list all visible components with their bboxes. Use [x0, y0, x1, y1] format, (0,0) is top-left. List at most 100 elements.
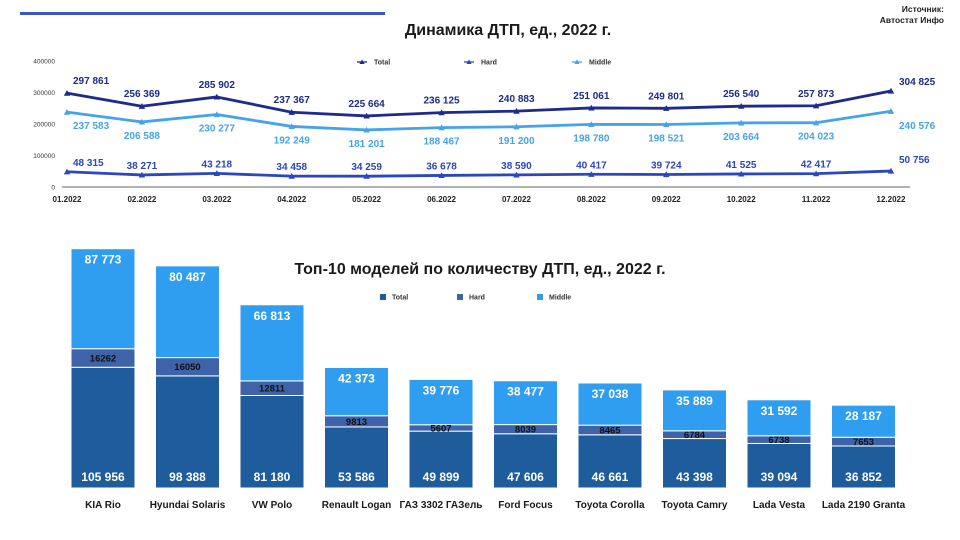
bar-label-hard: 7653: [853, 437, 874, 448]
x-tick-label: 11.2022: [802, 195, 831, 204]
data-label-total: 249 801: [648, 91, 685, 102]
data-point-hard: [438, 172, 445, 179]
data-label-middle: 192 249: [274, 135, 311, 146]
bar-label-middle: 80 487: [169, 270, 206, 284]
legend-label-total: Total: [374, 60, 390, 67]
data-point-middle: [438, 124, 445, 131]
bar-label-middle: 35 889: [676, 394, 713, 408]
bar-label-total: 43 398: [676, 470, 713, 484]
data-label-middle: 198 780: [573, 133, 610, 144]
x-tick-label: 09.2022: [652, 195, 681, 204]
data-label-total: 285 902: [199, 80, 236, 91]
bar-label-middle: 38 477: [507, 385, 544, 399]
data-label-middle: 198 521: [648, 133, 685, 144]
data-point-hard: [288, 172, 295, 179]
data-point-total: [363, 112, 370, 119]
category-label: Lada 2190 Granta: [822, 500, 906, 511]
bar-label-hard: 8465: [599, 426, 621, 437]
bar-label-hard: 6784: [684, 430, 706, 441]
data-point-middle: [737, 119, 745, 126]
data-label-middle: 188 467: [423, 137, 460, 148]
x-tick-label: 04.2022: [277, 195, 306, 204]
data-label-total: 257 873: [798, 89, 835, 100]
bar-label-middle: 87 773: [85, 253, 122, 267]
data-point-hard: [63, 168, 71, 175]
data-label-hard: 38 271: [127, 161, 158, 172]
bar-segment-total: [831, 445, 896, 489]
data-label-hard: 40 417: [576, 160, 607, 171]
source-name: Автостат Инфо: [879, 15, 944, 25]
data-point-hard: [513, 171, 520, 178]
x-tick-label: 05.2022: [352, 195, 381, 204]
data-label-hard: 34 259: [351, 162, 382, 173]
data-point-middle: [887, 108, 895, 114]
data-point-total: [213, 93, 221, 100]
source-label: Источник:: [901, 4, 944, 14]
data-label-middle: 181 201: [349, 139, 386, 150]
bar-label-total: 98 388: [169, 470, 206, 484]
data-label-middle: 191 200: [498, 136, 535, 147]
data-point-total: [138, 103, 146, 109]
data-label-total: 304 825: [899, 77, 936, 88]
bar-label-hard: 9813: [346, 417, 367, 428]
data-label-total: 225 664: [349, 99, 386, 110]
y-tick-label: 0: [51, 185, 55, 192]
legend-label-middle: Middle: [549, 295, 571, 302]
bar-label-total: 39 094: [761, 470, 798, 484]
bar-segment-middle: [493, 380, 558, 426]
bar-segment-middle: [408, 378, 474, 426]
legend-marker-total: [359, 59, 365, 64]
data-label-hard: 39 724: [651, 160, 682, 171]
bar-label-middle: 66 813: [254, 309, 291, 323]
bar-label-hard: 6738: [768, 435, 789, 446]
y-tick-label: 100000: [33, 153, 55, 160]
data-point-hard: [213, 170, 221, 176]
data-point-total: [812, 102, 820, 109]
x-tick-label: 07.2022: [502, 195, 531, 204]
y-tick-label: 400000: [33, 59, 55, 66]
bar-segment-total: [324, 426, 389, 489]
series-line-hard: [66, 169, 892, 178]
data-label-total: 236 125: [423, 96, 460, 107]
bar-label-total: 46 661: [592, 470, 629, 484]
data-point-total: [887, 87, 895, 94]
data-label-middle: 230 277: [199, 123, 236, 134]
data-label-total: 297 861: [73, 76, 110, 87]
bar-segment-middle: [577, 382, 643, 426]
legend-swatch-total: [380, 294, 386, 300]
data-point-total: [588, 104, 595, 111]
bar-label-middle: 42 373: [338, 371, 375, 385]
data-label-hard: 38 590: [501, 161, 532, 172]
data-label-middle: 203 664: [723, 132, 760, 143]
x-tick-label: 03.2022: [202, 195, 231, 204]
x-tick-label: 12.2022: [877, 195, 906, 204]
header-accent-line: [20, 12, 385, 15]
bar-label-middle: 39 776: [423, 383, 460, 397]
bar-label-hard: 5607: [430, 423, 451, 434]
data-point-total: [513, 107, 520, 114]
legend-marker-middle: [574, 59, 580, 64]
bar-label-total: 49 899: [423, 470, 460, 484]
data-label-total: 240 883: [498, 94, 535, 105]
data-point-total: [438, 109, 445, 116]
data-point-hard: [663, 171, 670, 178]
data-label-hard: 41 525: [726, 160, 757, 171]
bar-segment-middle: [324, 366, 389, 417]
data-point-hard: [588, 171, 595, 177]
data-point-middle: [213, 111, 221, 118]
bar-segment-total: [493, 433, 558, 489]
bar-label-middle: 28 187: [845, 409, 882, 423]
category-label: VW Polo: [252, 500, 293, 511]
bar-segment-middle: [831, 404, 896, 438]
data-label-middle: 204 023: [798, 132, 835, 143]
series-line-middle: [66, 109, 892, 132]
bar-label-total: 36 852: [845, 470, 882, 484]
legend-label-middle: Middle: [589, 60, 611, 67]
legend-label-hard: Hard: [481, 60, 497, 67]
data-point-hard: [812, 170, 820, 177]
y-tick-label: 200000: [33, 122, 55, 129]
bar-label-hard: 12811: [259, 384, 286, 395]
data-label-middle: 240 576: [899, 121, 936, 132]
